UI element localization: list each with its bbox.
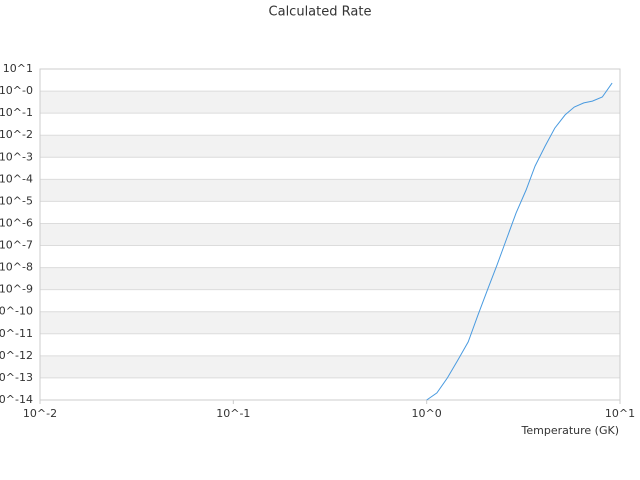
y-tick-label: 10^-9: [0, 283, 33, 296]
y-tick-label: 10^-13: [0, 371, 33, 384]
x-tick-label: 10^-2: [23, 407, 57, 420]
data-line: [426, 82, 613, 401]
y-tick-label: 10^-5: [0, 194, 33, 207]
grid-band: [40, 179, 620, 202]
y-tick-label: 10^-8: [0, 261, 33, 274]
plot-border: [39, 68, 621, 401]
y-tick-label: 10^-3: [0, 150, 33, 163]
x-tick-label: 10^-1: [216, 407, 250, 420]
x-tick-label: 10^0: [412, 407, 442, 420]
y-tick-label: 10^-10: [0, 305, 33, 318]
y-tick-label: 10^-12: [0, 349, 33, 362]
grid-band: [40, 311, 620, 334]
grid-band: [40, 267, 620, 290]
chart-title: Calculated Rate: [269, 5, 372, 20]
grid-band: [40, 355, 620, 378]
y-tick-label: 10^-2: [0, 128, 33, 141]
plot-background: [40, 91, 620, 378]
y-tick-label: 10^-11: [0, 327, 33, 340]
grid-band: [40, 223, 620, 246]
x-tick-label: 10^1: [605, 407, 635, 420]
y-tick-label: 10^-6: [0, 216, 33, 229]
x-axis-label: Temperature (GK): [521, 424, 620, 437]
grid-band: [40, 135, 620, 158]
y-tick-label: 10^-0: [0, 84, 33, 97]
y-tick-label: 10^-7: [0, 239, 33, 252]
y-tick-label: 10^1: [3, 62, 33, 75]
y-tick-label: 10^-1: [0, 106, 33, 119]
grid-band: [40, 91, 620, 114]
y-tick-label: 10^-4: [0, 172, 33, 185]
y-tick-label: 10^-14: [0, 393, 33, 406]
